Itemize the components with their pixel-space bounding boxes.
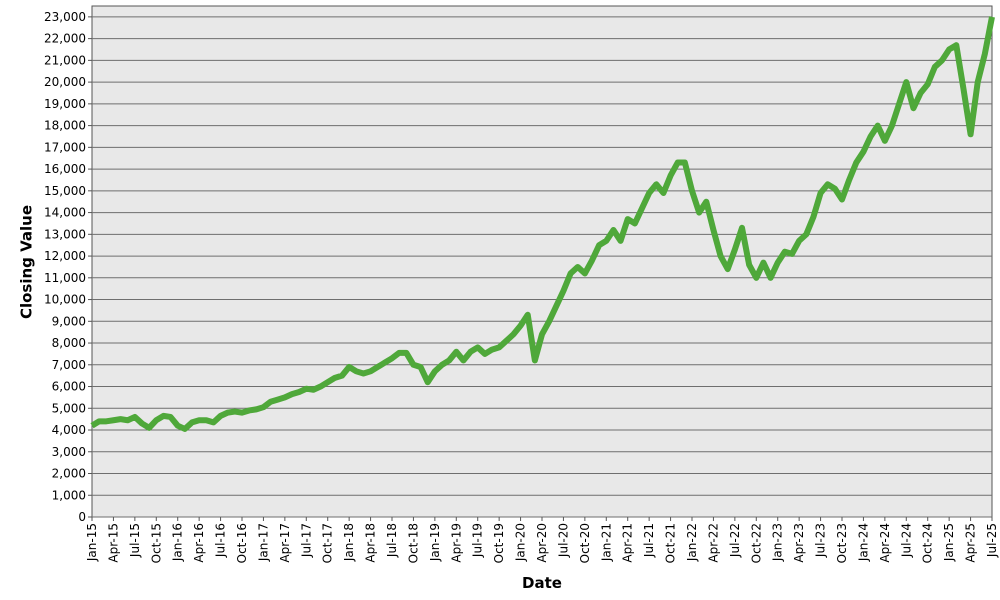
x-tick-label: Jan-25: [942, 523, 956, 562]
x-tick-label: Oct-21: [664, 523, 678, 563]
x-tick-label: Apr-19: [449, 523, 463, 563]
x-tick-label: Oct-22: [749, 523, 763, 563]
y-tick-label: 22,000: [44, 32, 86, 46]
y-axis-title: Closing Value: [18, 205, 36, 319]
y-tick-label: 15,000: [44, 184, 86, 198]
x-tick-label: Apr-18: [364, 523, 378, 563]
y-tick-label: 8,000: [52, 336, 86, 350]
x-tick-label: Jan-24: [856, 523, 870, 562]
y-tick-label: 4,000: [52, 423, 86, 437]
y-tick-label: 0: [78, 510, 86, 524]
x-tick-label: Oct-18: [406, 523, 420, 563]
x-tick-label: Jan-19: [428, 523, 442, 562]
x-tick-label: Jul-25: [985, 523, 999, 558]
y-tick-label: 11,000: [44, 271, 86, 285]
x-tick-label: Jul-17: [299, 523, 313, 558]
x-tick-label: Jul-21: [642, 523, 656, 558]
x-tick-label: Apr-17: [278, 523, 292, 563]
y-tick-label: 16,000: [44, 162, 86, 176]
x-tick-label: Apr-23: [792, 523, 806, 563]
x-tick-label: Apr-25: [964, 523, 978, 563]
x-tick-label: Jan-20: [514, 523, 528, 562]
x-tick-label: Jul-16: [214, 523, 228, 558]
x-tick-label: Jan-23: [771, 523, 785, 562]
y-tick-label: 3,000: [52, 445, 86, 459]
x-tick-label: Oct-20: [578, 523, 592, 563]
x-tick-label: Jul-15: [128, 523, 142, 558]
y-tick-label: 12,000: [44, 249, 86, 263]
x-tick-label: Jan-17: [256, 523, 270, 562]
x-tick-label: Oct-16: [235, 523, 249, 563]
plot-area: [91, 5, 993, 518]
x-tick-label: Oct-19: [492, 523, 506, 563]
y-tick-label: 14,000: [44, 206, 86, 220]
y-tick-label: 17,000: [44, 140, 86, 154]
y-tick-label: 19,000: [44, 97, 86, 111]
x-axis-title: Date: [522, 574, 562, 592]
x-tick-label: Oct-24: [921, 523, 935, 563]
y-tick-label: 20,000: [44, 75, 86, 89]
x-tick-label: Jul-20: [556, 523, 570, 558]
x-tick-label: Apr-24: [878, 523, 892, 563]
line-series: [90, 16, 995, 432]
x-tick-label: Oct-23: [835, 523, 849, 563]
x-tick-label: Apr-20: [535, 523, 549, 563]
x-tick-label: Jan-18: [342, 523, 356, 562]
x-tick-label: Jul-24: [899, 523, 913, 558]
x-tick-label: Jul-22: [728, 523, 742, 558]
x-tick-label: Jan-15: [85, 523, 99, 562]
x-tick-label: Oct-17: [321, 523, 335, 563]
x-tick-label: Jan-22: [685, 523, 699, 562]
y-tick-label: 9,000: [52, 314, 86, 328]
x-tick-label: Apr-22: [706, 523, 720, 563]
x-tick-label: Jul-18: [385, 523, 399, 558]
x-tick-label: Apr-21: [621, 523, 635, 563]
x-tick-label: Apr-15: [106, 523, 120, 563]
y-tick-label: 23,000: [44, 10, 86, 24]
y-tick-label: 5,000: [52, 401, 86, 415]
x-tick-label: Jan-16: [171, 523, 185, 562]
y-tick-label: 18,000: [44, 119, 86, 133]
x-tick-label: Apr-16: [192, 523, 206, 563]
y-tick-label: 6,000: [52, 380, 86, 394]
x-tick-label: Jul-19: [471, 523, 485, 558]
y-tick-label: 21,000: [44, 53, 86, 67]
x-tick-label: Jul-23: [814, 523, 828, 558]
x-tick-label: Jan-21: [599, 523, 613, 562]
y-tick-label: 10,000: [44, 293, 86, 307]
y-tick-label: 2,000: [52, 467, 86, 481]
y-tick-label: 1,000: [52, 488, 86, 502]
y-tick-label: 7,000: [52, 358, 86, 372]
y-tick-label: 13,000: [44, 227, 86, 241]
x-tick-label: Oct-15: [149, 523, 163, 563]
